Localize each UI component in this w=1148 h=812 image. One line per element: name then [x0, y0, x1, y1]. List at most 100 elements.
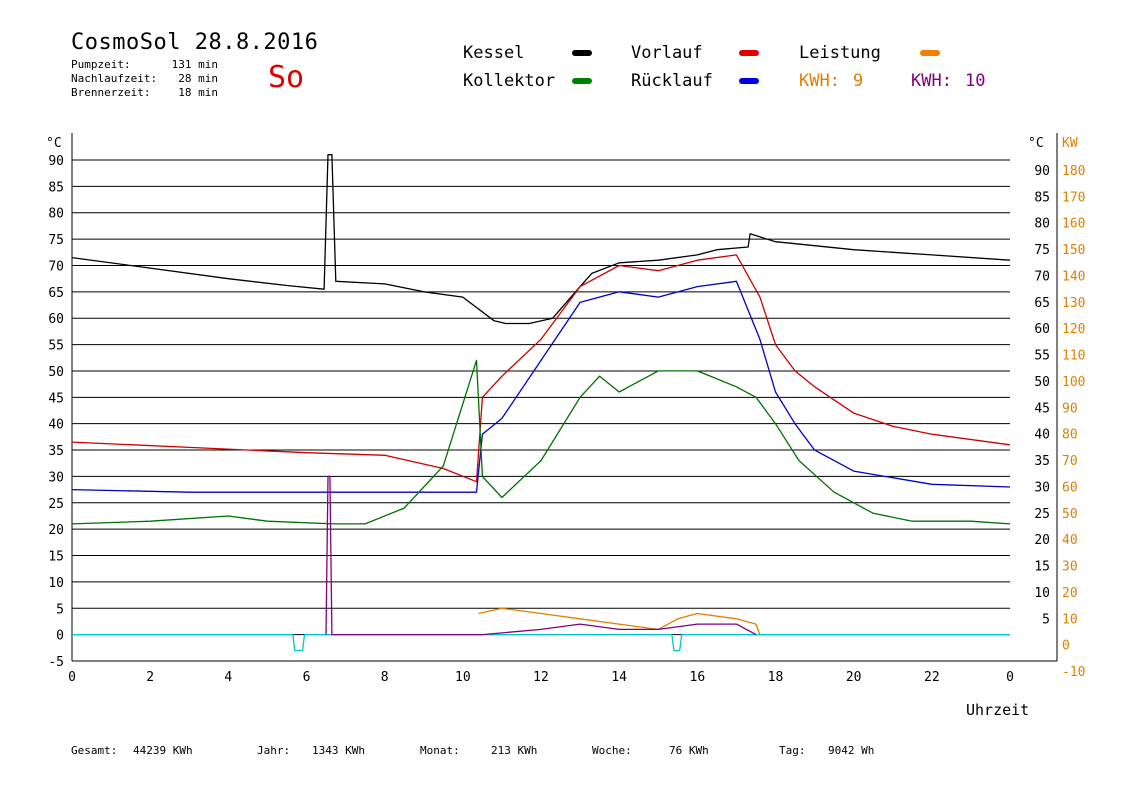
y-tick-left-5: 5: [56, 602, 64, 617]
series-line-brenner: [325, 475, 757, 636]
series-line-vorlauf: [71, 254, 1011, 483]
y-tick-right-c-20: 20: [1034, 533, 1050, 548]
stat-value-woche: 76 KWh: [669, 744, 709, 757]
y-tick-right-kw-10: 10: [1062, 612, 1078, 627]
y-tick-right-c-85: 85: [1034, 190, 1050, 205]
y-tick-left-75: 75: [48, 233, 64, 248]
info-value-pumpzeit: 131 min: [171, 58, 218, 71]
y-tick-right-kw-100: 100: [1062, 375, 1085, 390]
y-tick-left-45: 45: [48, 391, 64, 406]
y-tick-right-kw-30: 30: [1062, 560, 1078, 575]
y-tick-right-c-10: 10: [1034, 586, 1050, 601]
y-tick-right-kw-40: 40: [1062, 533, 1078, 548]
legend-swatch-leistung: [920, 50, 940, 56]
legend-swatch-kessel: [572, 50, 592, 56]
y-tick-left-15: 15: [48, 550, 64, 565]
series-layer: [71, 154, 1011, 652]
stat-value-gesamt: 44239 KWh: [133, 744, 193, 757]
x-tick-7: 14: [611, 670, 627, 685]
x-tick-11: 22: [924, 670, 940, 685]
series-line-kollektor: [71, 359, 1011, 525]
y-tick-right-kw-70: 70: [1062, 454, 1078, 469]
info-label-brennerzeit: Brennerzeit:: [71, 86, 151, 99]
kwh-label-2: KWH:: [911, 71, 952, 91]
y-tick-left-80: 80: [48, 207, 64, 222]
stat-label-woche: Woche:: [592, 744, 632, 757]
x-axis-label: Uhrzeit: [966, 701, 1030, 719]
series-line-leistung: [478, 607, 1010, 636]
x-tick-6: 12: [533, 670, 549, 685]
series-line-pumpe: [72, 633, 1010, 652]
y-tick-right-c-60: 60: [1034, 322, 1050, 337]
y-tick-right-c-15: 15: [1034, 560, 1050, 575]
x-tick-0: 0: [68, 670, 76, 685]
y-tick-right-c-65: 65: [1034, 296, 1050, 311]
y-tick-right-kw-140: 140: [1062, 269, 1085, 284]
legend-swatch-ruecklauf: [739, 78, 759, 84]
info-label-nachlaufzeit: Nachlaufzeit:: [71, 72, 158, 85]
y-tick-right-kw-120: 120: [1062, 322, 1085, 337]
y-tick-right-kw-80: 80: [1062, 428, 1078, 443]
y-tick-right-c-25: 25: [1034, 507, 1050, 522]
y-tick-left--5: -5: [48, 655, 64, 670]
y-tick-right-c-55: 55: [1034, 349, 1050, 364]
stat-value-tag: 9042 Wh: [828, 744, 875, 757]
stat-label-gesamt: Gesamt:: [71, 744, 118, 757]
y-tick-right-kw-180: 180: [1062, 164, 1085, 179]
y-tick-left-25: 25: [48, 497, 64, 512]
info-value-nachlaufzeit: 28 min: [178, 72, 218, 85]
x-tick-3: 6: [303, 670, 311, 685]
y-tick-left-20: 20: [48, 523, 64, 538]
y-tick-right-kw-110: 110: [1062, 349, 1085, 364]
tick-labels: -505101520253035404550556065707580859051…: [46, 136, 1085, 685]
y-tick-right-c-40: 40: [1034, 428, 1050, 443]
series-line-kessel: [71, 154, 1011, 325]
y-tick-right-kw-130: 130: [1062, 296, 1085, 311]
y-tick-left-35: 35: [48, 444, 64, 459]
series-line-ruecklauf: [71, 280, 1011, 493]
y-tick-right-kw--10: -10: [1062, 665, 1085, 680]
stat-value-monat: 213 KWh: [491, 744, 538, 757]
grid: [72, 159, 1010, 636]
y-tick-right-c-70: 70: [1034, 269, 1050, 284]
legend-label-leistung: Leistung: [799, 43, 881, 63]
y-unit-left: °C: [46, 136, 62, 151]
x-tick-8: 16: [690, 670, 706, 685]
y-tick-right-c-80: 80: [1034, 217, 1050, 232]
y-tick-right-kw-160: 160: [1062, 217, 1085, 232]
y-tick-left-0: 0: [56, 629, 64, 644]
info-value-brennerzeit: 18 min: [178, 86, 218, 99]
y-tick-left-85: 85: [48, 180, 64, 195]
stat-value-jahr: 1343 KWh: [312, 744, 365, 757]
y-tick-right-c-5: 5: [1042, 612, 1050, 627]
x-tick-9: 18: [768, 670, 784, 685]
legend-label-vorlauf: Vorlauf: [631, 43, 703, 63]
y-tick-right-c-90: 90: [1034, 164, 1050, 179]
legend-swatch-kollektor: [572, 78, 592, 84]
x-tick-2: 4: [224, 670, 232, 685]
y-tick-left-30: 30: [48, 470, 64, 485]
y-tick-left-60: 60: [48, 312, 64, 327]
legend-label-kessel: Kessel: [463, 43, 525, 63]
y-unit-right: °C: [1028, 136, 1044, 151]
y-tick-left-55: 55: [48, 339, 64, 354]
x-tick-12: 0: [1006, 670, 1014, 685]
legend-label-ruecklauf: Rücklauf: [631, 71, 713, 91]
kwh-value-1: 9: [853, 71, 864, 91]
y-tick-right-kw-170: 170: [1062, 190, 1085, 205]
y-tick-right-c-35: 35: [1034, 454, 1050, 469]
stat-label-jahr: Jahr:: [257, 744, 291, 757]
legend-label-kollektor: Kollektor: [463, 71, 556, 91]
legend-swatch-vorlauf: [739, 50, 759, 56]
y-unit-right-kw: KW: [1062, 136, 1078, 151]
y-tick-left-40: 40: [48, 418, 64, 433]
y-tick-left-50: 50: [48, 365, 64, 380]
y-tick-right-kw-90: 90: [1062, 401, 1078, 416]
x-tick-1: 2: [146, 670, 154, 685]
axes: [71, 133, 1058, 662]
y-tick-left-10: 10: [48, 576, 64, 591]
x-tick-10: 20: [846, 670, 862, 685]
y-tick-right-c-30: 30: [1034, 480, 1050, 495]
chart-title: CosmoSol 28.8.2016: [71, 30, 319, 55]
